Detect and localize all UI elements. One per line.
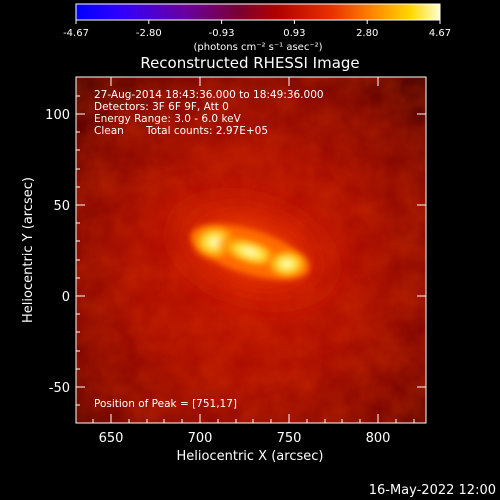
plot-frame — [75, 76, 427, 424]
y-tick-label: 100 — [45, 108, 70, 123]
footer-date: 16-May-2022 12:00 — [369, 483, 496, 498]
colorbar-tick-label: 4.67 — [429, 28, 451, 39]
annotation-detectors: Detectors: 3F 6F 9F, Att 0 — [94, 101, 229, 113]
flare-source — [189, 222, 311, 281]
annotation-time-range: 27-Aug-2014 18:43:36.000 to 18:49:36.000 — [94, 89, 324, 101]
x-axis-label: Heliocentric X (arcsec) — [177, 449, 324, 464]
colorbar-tick-label: -4.67 — [63, 28, 89, 39]
x-tick-label: 750 — [277, 431, 302, 446]
plot-title: Reconstructed RHESSI Image — [140, 54, 359, 72]
annotation-counts: Total counts: 2.97E+05 — [145, 125, 268, 137]
annotation-energy: Energy Range: 3.0 - 6.0 keV — [94, 113, 242, 125]
colorbar-tick-label: -0.93 — [209, 28, 235, 39]
colorbar-tick-label: 2.80 — [356, 28, 378, 39]
x-tick-label: 650 — [99, 431, 124, 446]
y-tick-label: 50 — [53, 199, 70, 214]
y-tick-label: -50 — [49, 381, 70, 396]
colorbar-unit-label: (photons cm⁻² s⁻¹ asec⁻²) — [193, 42, 322, 53]
axis-ticks — [76, 77, 426, 423]
annotation-peak-position: Position of Peak = [751,17] — [94, 398, 237, 410]
annotation-algorithm: Clean — [94, 125, 124, 137]
colorbar — [75, 3, 441, 21]
y-tick-label: 0 — [62, 290, 70, 305]
x-tick-label: 700 — [188, 431, 213, 446]
rhessi-image — [76, 77, 426, 423]
colorbar-tick-label: -2.80 — [136, 28, 162, 39]
colorbar-tick-label: 0.93 — [283, 28, 305, 39]
y-axis-label: Heliocentric Y (arcsec) — [21, 177, 36, 323]
x-tick-label: 800 — [366, 431, 391, 446]
colorbar-ticks — [75, 20, 441, 24]
